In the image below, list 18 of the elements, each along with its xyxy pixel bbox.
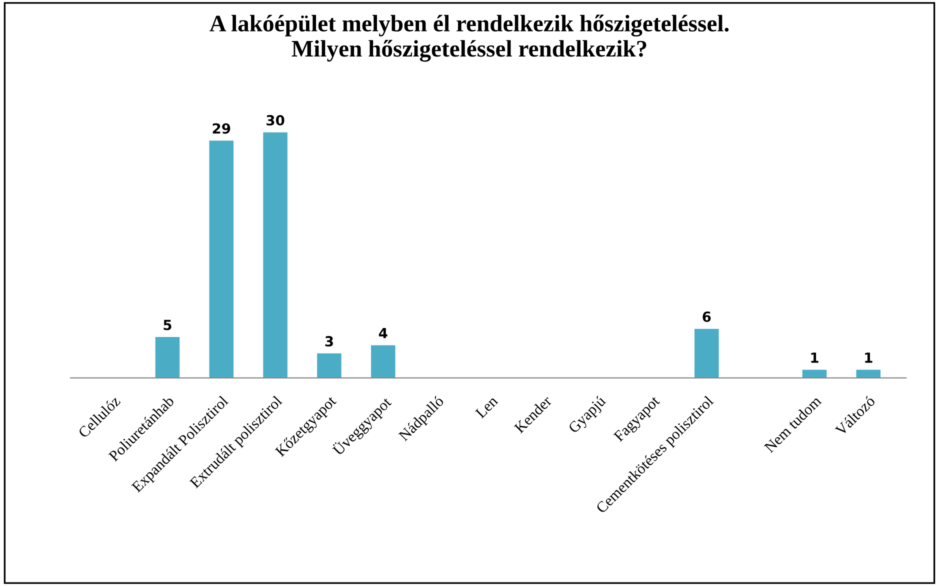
data-label: 1 [865, 352, 872, 363]
data-label: 6 [702, 312, 711, 322]
chart-title: A lakóépület melyben él rendelkezik hőszigeteléssel. Milyen hőszigeteléssel rendelkezik? [210, 14, 729, 62]
data-label: 4 [378, 328, 388, 338]
data-label: 29 [212, 123, 230, 134]
bar [263, 132, 288, 378]
bar [371, 345, 396, 378]
bar [317, 353, 342, 378]
bar [155, 337, 180, 378]
data-label: 1 [811, 352, 818, 363]
data-label: 5 [164, 320, 172, 330]
data-label: 30 [266, 115, 284, 126]
bar [694, 328, 719, 378]
x-tick-label: Len [474, 395, 498, 419]
bar [802, 370, 827, 378]
data-label: 3 [325, 336, 333, 347]
bar [856, 370, 881, 378]
bar [209, 140, 234, 378]
